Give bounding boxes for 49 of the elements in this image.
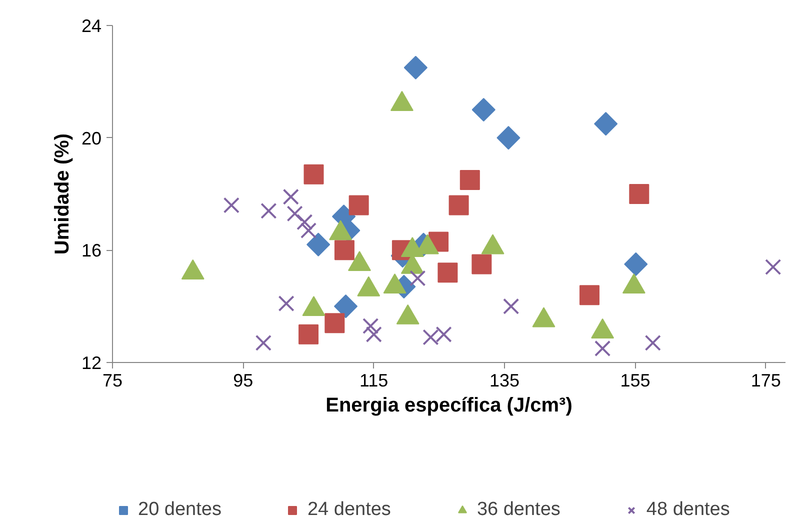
x-tick-label: 155 xyxy=(620,370,650,390)
point xyxy=(410,270,426,286)
x-tick-label: 115 xyxy=(360,370,388,390)
y-tick-label: 24 xyxy=(81,16,102,36)
point xyxy=(644,334,661,351)
point xyxy=(362,318,379,334)
x-tick-label: 135 xyxy=(490,370,520,390)
legend-label: 36 dentes xyxy=(476,499,560,521)
point xyxy=(282,188,299,205)
point xyxy=(296,214,313,230)
point xyxy=(594,112,618,136)
point xyxy=(334,294,358,318)
point xyxy=(348,195,369,216)
point xyxy=(448,195,469,216)
point xyxy=(304,164,324,184)
point xyxy=(629,184,650,204)
y-tick-label: 16 xyxy=(81,240,102,261)
point xyxy=(260,202,277,219)
point xyxy=(472,254,492,274)
point xyxy=(286,206,303,222)
point xyxy=(460,170,480,190)
point xyxy=(624,252,648,276)
point xyxy=(366,326,382,342)
point xyxy=(223,197,240,214)
point xyxy=(438,262,458,283)
legend-label: 48 dentes xyxy=(646,499,730,521)
y-tick-label: 20 xyxy=(81,128,102,148)
y-axis-title: Umidade (%) xyxy=(51,133,74,255)
point xyxy=(334,240,354,260)
x-tick-label: 95 xyxy=(233,370,254,390)
point xyxy=(404,56,428,80)
point xyxy=(300,222,317,239)
x-tick-label: 75 xyxy=(102,370,123,390)
point xyxy=(255,334,272,351)
point xyxy=(278,295,294,312)
point xyxy=(579,285,600,306)
x-tick-label: 175 xyxy=(750,370,781,390)
y-tick-label: 12 xyxy=(81,353,102,373)
legend-label: 20 dentes xyxy=(138,499,222,521)
legend-label: 24 dentes xyxy=(307,499,391,521)
point xyxy=(503,298,520,314)
point xyxy=(765,258,782,276)
x-axis-title: Energia específica (J/cm³) xyxy=(326,394,572,416)
point xyxy=(298,324,319,344)
point xyxy=(306,232,330,256)
point xyxy=(324,313,345,334)
point xyxy=(472,98,496,122)
point xyxy=(496,126,520,150)
point xyxy=(594,340,611,357)
